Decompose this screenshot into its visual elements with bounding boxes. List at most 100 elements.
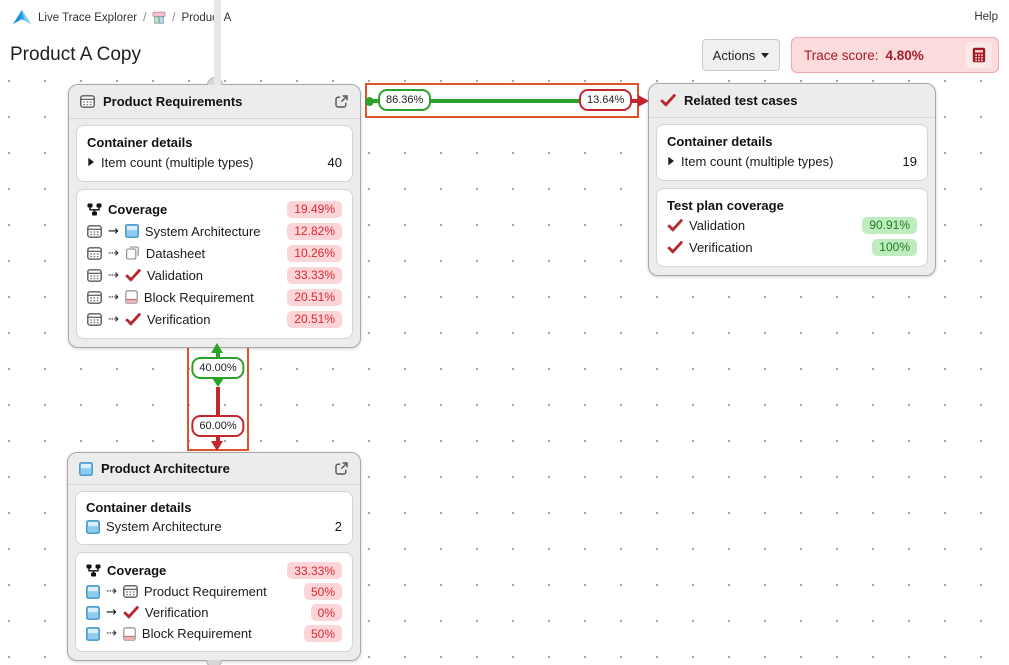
architecture-icon [79, 461, 93, 476]
caret-icon [667, 156, 675, 166]
check-icon [123, 606, 139, 619]
container-details-section: Container details Item count (multiple t… [76, 125, 353, 182]
row-label: System Architecture [106, 519, 222, 534]
caret-icon [87, 157, 95, 167]
row-label: Validation [146, 267, 204, 283]
breadcrumb-app-link[interactable]: Live Trace Explorer [38, 11, 138, 24]
requirements-icon [80, 95, 95, 108]
edge-uncovered-percent-label: 60.00% [191, 415, 245, 437]
arrow-dashed-icon: ⇢ [106, 626, 117, 641]
section-title: Coverage [107, 563, 167, 578]
test-plan-coverage-section: Test plan coverage Validation 90.91% Verif… [656, 188, 928, 267]
arrow-solid-icon: → [108, 223, 119, 239]
recalculate-button[interactable] [966, 42, 992, 68]
architecture-icon [86, 519, 100, 534]
offscreen-trace-edge[interactable] [214, 0, 221, 85]
breadcrumb-separator: / [172, 11, 176, 24]
card-title: Product Architecture [101, 461, 230, 476]
coverage-badge: 50% [303, 625, 342, 642]
arrow-solid-icon: → [106, 605, 117, 620]
requirements-icon [123, 585, 138, 598]
section-title: Coverage [108, 201, 168, 217]
check-icon [125, 312, 141, 326]
edge-uncovered-line [627, 99, 641, 103]
edge-covered-percent-label: 86.36% [378, 89, 432, 111]
breadcrumb-project-link[interactable]: Product A [181, 11, 232, 24]
row-value: 19 [902, 153, 917, 169]
page-title: Product A Copy [10, 44, 141, 65]
requirements-icon [87, 312, 102, 326]
section-title: Test plan coverage [667, 198, 784, 213]
block-icon [123, 626, 136, 641]
node-card-product-requirements[interactable]: Product Requirements Container details I… [68, 77, 361, 348]
check-icon [660, 94, 676, 107]
actions-button[interactable]: Actions [702, 39, 780, 71]
row-value: 2 [334, 519, 342, 534]
node-card-product-architecture[interactable]: Product Architecture Container details S… [67, 452, 361, 665]
help-link[interactable]: Help [974, 11, 998, 23]
product-box-icon[interactable] [152, 11, 166, 25]
card-header: Product Architecture [68, 453, 360, 485]
row-label: Product Requirement [143, 584, 267, 599]
app-logo-icon [12, 9, 32, 26]
architecture-icon [86, 626, 100, 641]
coverage-badge: 10.26% [287, 244, 342, 262]
list-item: Verification 100% [667, 236, 917, 258]
arrow-dashed-icon: ⇢ [108, 245, 119, 261]
check-icon [125, 268, 141, 282]
architecture-icon [86, 584, 100, 599]
coverage-badge: 50% [303, 583, 342, 600]
coverage-badge: 90.91% [862, 216, 917, 234]
edge-arrowhead-icon [638, 94, 649, 107]
container-details-section: Container details Item count (multiple t… [656, 124, 928, 181]
arrow-dashed-icon: ⇢ [108, 289, 119, 305]
list-item: ⇢ Product Requirement 50% [86, 581, 342, 602]
page-header: Live Trace Explorer / / Product A Help P… [0, 0, 1009, 78]
list-item: ⇢ Block Requirement 50% [86, 623, 342, 644]
arrow-dashed-icon: ⇢ [108, 267, 119, 283]
list-item: System Architecture 2 [86, 516, 342, 537]
row-label: Item count (multiple types) [101, 154, 254, 170]
coverage-badge: 12.82% [287, 222, 342, 240]
coverage-total-badge: 19.49% [287, 200, 342, 218]
coverage-section: Coverage 33.33% ⇢ Product Requirement 50% →… [75, 552, 353, 652]
list-item: → Verification 0% [86, 602, 342, 623]
section-title: Container details [86, 500, 192, 515]
coverage-badge: 0% [310, 604, 342, 621]
requirements-icon [87, 224, 102, 238]
trace-score-value: 4.80% [885, 47, 924, 63]
datasheet-icon [125, 246, 140, 260]
row-label: Verification [146, 311, 211, 327]
list-item[interactable]: Item count (multiple types) 19 [667, 150, 917, 172]
trace-score-badge: Trace score: 4.80% [791, 37, 999, 73]
coverage-tree-icon [86, 564, 101, 577]
list-item: ⇢ Datasheet 10.26% [87, 242, 342, 264]
list-item: ⇢ Verification 20.51% [87, 308, 342, 330]
edge-arrowhead-down-icon [211, 441, 223, 451]
coverage-badge: 20.51% [287, 310, 342, 328]
block-icon [125, 290, 138, 304]
row-label: Validation [689, 217, 746, 233]
edge-anchor-notch[interactable] [206, 660, 222, 665]
row-label: Item count (multiple types) [681, 153, 834, 169]
breadcrumb: Live Trace Explorer / / Product A [12, 9, 231, 26]
trace-canvas[interactable]: 86.36% 13.64% 40.00% 60.00% Product Requ… [0, 77, 1009, 665]
coverage-badge: 20.51% [287, 288, 342, 306]
container-details-section: Container details System Architecture 2 [75, 491, 353, 545]
architecture-icon [86, 605, 100, 620]
external-link-icon[interactable] [334, 94, 349, 109]
list-item[interactable]: Item count (multiple types) 40 [87, 151, 342, 173]
external-link-icon[interactable] [334, 461, 349, 476]
card-title: Related test cases [684, 93, 798, 108]
calculator-icon [972, 47, 986, 63]
list-item: Validation 90.91% [667, 214, 917, 236]
node-card-related-test-cases[interactable]: Related test cases Container details Ite… [648, 83, 936, 276]
trace-score-label: Trace score: [804, 47, 879, 63]
actions-button-label: Actions [712, 47, 756, 63]
edge-arrowhead-down-icon [212, 378, 224, 387]
edge-source-anchor-dot [365, 96, 374, 106]
row-label: Block Requirement [141, 626, 252, 641]
list-item: → System Architecture 12.82% [87, 220, 342, 242]
list-item: ⇢ Validation 33.33% [87, 264, 342, 286]
